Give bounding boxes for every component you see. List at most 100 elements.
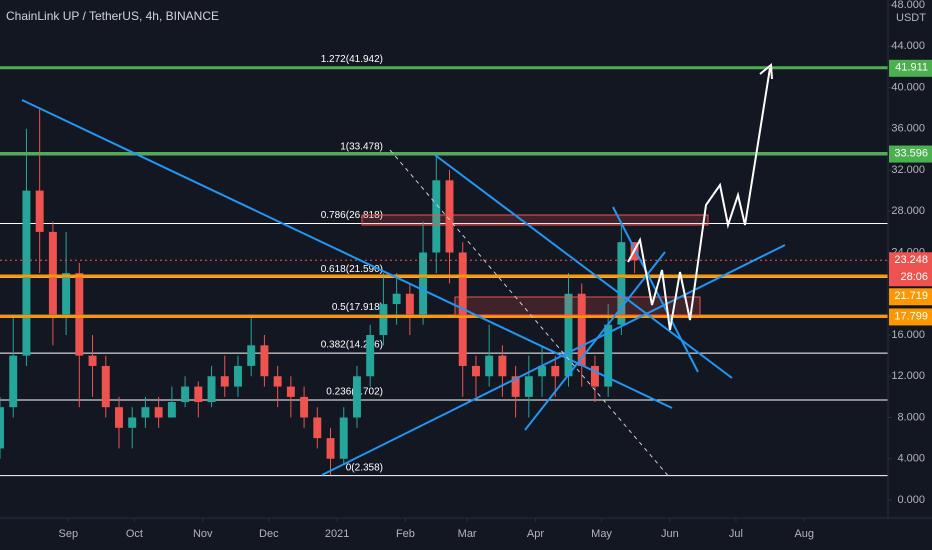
x-tick-label: May xyxy=(591,528,612,540)
candle-body xyxy=(35,190,44,232)
candle-body xyxy=(22,190,31,356)
fib-label: 0(2.358) xyxy=(346,462,383,473)
candle-body xyxy=(220,376,229,387)
candle-body xyxy=(445,180,454,253)
y-tick-label: 4.000 xyxy=(897,453,925,465)
candle-body xyxy=(432,180,441,253)
y-tick-label: 8.000 xyxy=(897,411,925,423)
candle-body xyxy=(154,407,163,418)
zone xyxy=(361,214,709,226)
candle-body xyxy=(48,231,57,315)
candle-body xyxy=(392,293,401,305)
price-tag-label: 21.719 xyxy=(894,290,928,302)
candle-body xyxy=(167,402,176,418)
candle-body xyxy=(590,365,599,387)
candle-body xyxy=(577,293,586,366)
x-tick-label: Aug xyxy=(794,528,814,540)
fib-label: 0.5(17.918) xyxy=(332,302,383,313)
candle-body xyxy=(9,355,18,408)
candle-body xyxy=(485,355,494,377)
candle-body xyxy=(617,242,626,325)
price-tag-label: 41.911 xyxy=(895,62,928,74)
candle-body xyxy=(247,345,256,366)
fib-label: 0.618(21.590) xyxy=(321,264,383,275)
fib-label: 0.382(14.246) xyxy=(321,340,383,351)
candle-body xyxy=(62,273,71,315)
y-tick-label: 28.000 xyxy=(891,205,925,217)
countdown: 28:06 xyxy=(900,271,928,283)
y-tick-label: 48.000 xyxy=(891,0,925,11)
candle-body xyxy=(260,345,269,377)
trendline xyxy=(21,99,673,409)
candle-body xyxy=(379,304,388,335)
projection xyxy=(627,67,771,331)
x-tick-label: Apr xyxy=(527,528,544,540)
candle-body xyxy=(511,376,520,397)
candle-body xyxy=(551,365,560,377)
plot: 1.272(41.942) 1(33.478) 0.786(26.818) 0.618… xyxy=(0,54,888,477)
fib-label: 0.786(26.818) xyxy=(321,210,383,221)
candle-body xyxy=(207,376,216,403)
y-tick-label: 0.000 xyxy=(897,494,925,506)
trendline xyxy=(321,244,786,476)
candle-body xyxy=(300,396,309,418)
y-tick-label: 16.000 xyxy=(891,329,925,341)
candle-body xyxy=(524,376,533,397)
x-tick-label: Nov xyxy=(193,528,213,540)
arrow-head xyxy=(759,63,773,80)
candle-body xyxy=(498,355,507,377)
y-tick-label: 12.000 xyxy=(891,370,925,382)
candle-body xyxy=(326,438,335,459)
candle-body xyxy=(0,407,4,449)
trendline xyxy=(524,251,666,431)
unit-label: USDT xyxy=(896,12,926,24)
candle-body xyxy=(313,417,322,439)
y-tick-label: 40.000 xyxy=(891,81,925,93)
chart-title: ChainLink UP / TetherUS, 4h, BINANCE xyxy=(6,9,219,23)
x-tick-label: Mar xyxy=(458,528,477,540)
candle-body xyxy=(141,407,150,418)
candle-body xyxy=(471,365,480,377)
x-tick-label: Jul xyxy=(729,528,743,540)
y-tick-label: 36.000 xyxy=(891,123,925,135)
candle-body xyxy=(339,417,348,459)
candle-body xyxy=(101,365,110,408)
x-tick-label: 2021 xyxy=(325,528,349,540)
candle-body xyxy=(405,293,414,315)
x-tick-label: Dec xyxy=(259,528,279,540)
fib-label: 1(33.478) xyxy=(340,141,383,152)
price-tag-label: 23.248 xyxy=(894,254,928,266)
x-tick-label: Feb xyxy=(396,528,415,540)
candle-body xyxy=(128,417,137,428)
candle-body xyxy=(273,376,282,387)
price-tag-label: 33.596 xyxy=(894,147,928,159)
candle-body xyxy=(234,365,242,387)
x-tick-label: Sep xyxy=(59,528,79,540)
price-tag xyxy=(889,145,932,163)
price-tag xyxy=(889,308,932,326)
candle-body xyxy=(115,407,123,428)
candle-body xyxy=(75,273,84,356)
candle-body xyxy=(181,386,190,403)
candle-body xyxy=(604,324,613,387)
x-tick-label: Oct xyxy=(126,528,143,540)
candle-body xyxy=(88,355,97,366)
candle-body xyxy=(286,386,295,397)
x-tick-label: Jun xyxy=(661,528,679,540)
candle-body xyxy=(538,365,547,377)
candle-body xyxy=(564,293,573,377)
y-tick-label: 44.000 xyxy=(891,40,925,52)
candle-body xyxy=(419,252,428,315)
drawings xyxy=(21,63,786,479)
candle-body xyxy=(352,376,361,418)
price-tag xyxy=(889,59,932,77)
candle-body xyxy=(366,335,375,377)
candle-body xyxy=(194,386,203,403)
price-tag-label: 17.799 xyxy=(894,310,928,322)
price-tag xyxy=(889,288,932,306)
y-tick-label: 32.000 xyxy=(891,164,925,176)
fib-label: 1.272(41.942) xyxy=(321,54,383,65)
